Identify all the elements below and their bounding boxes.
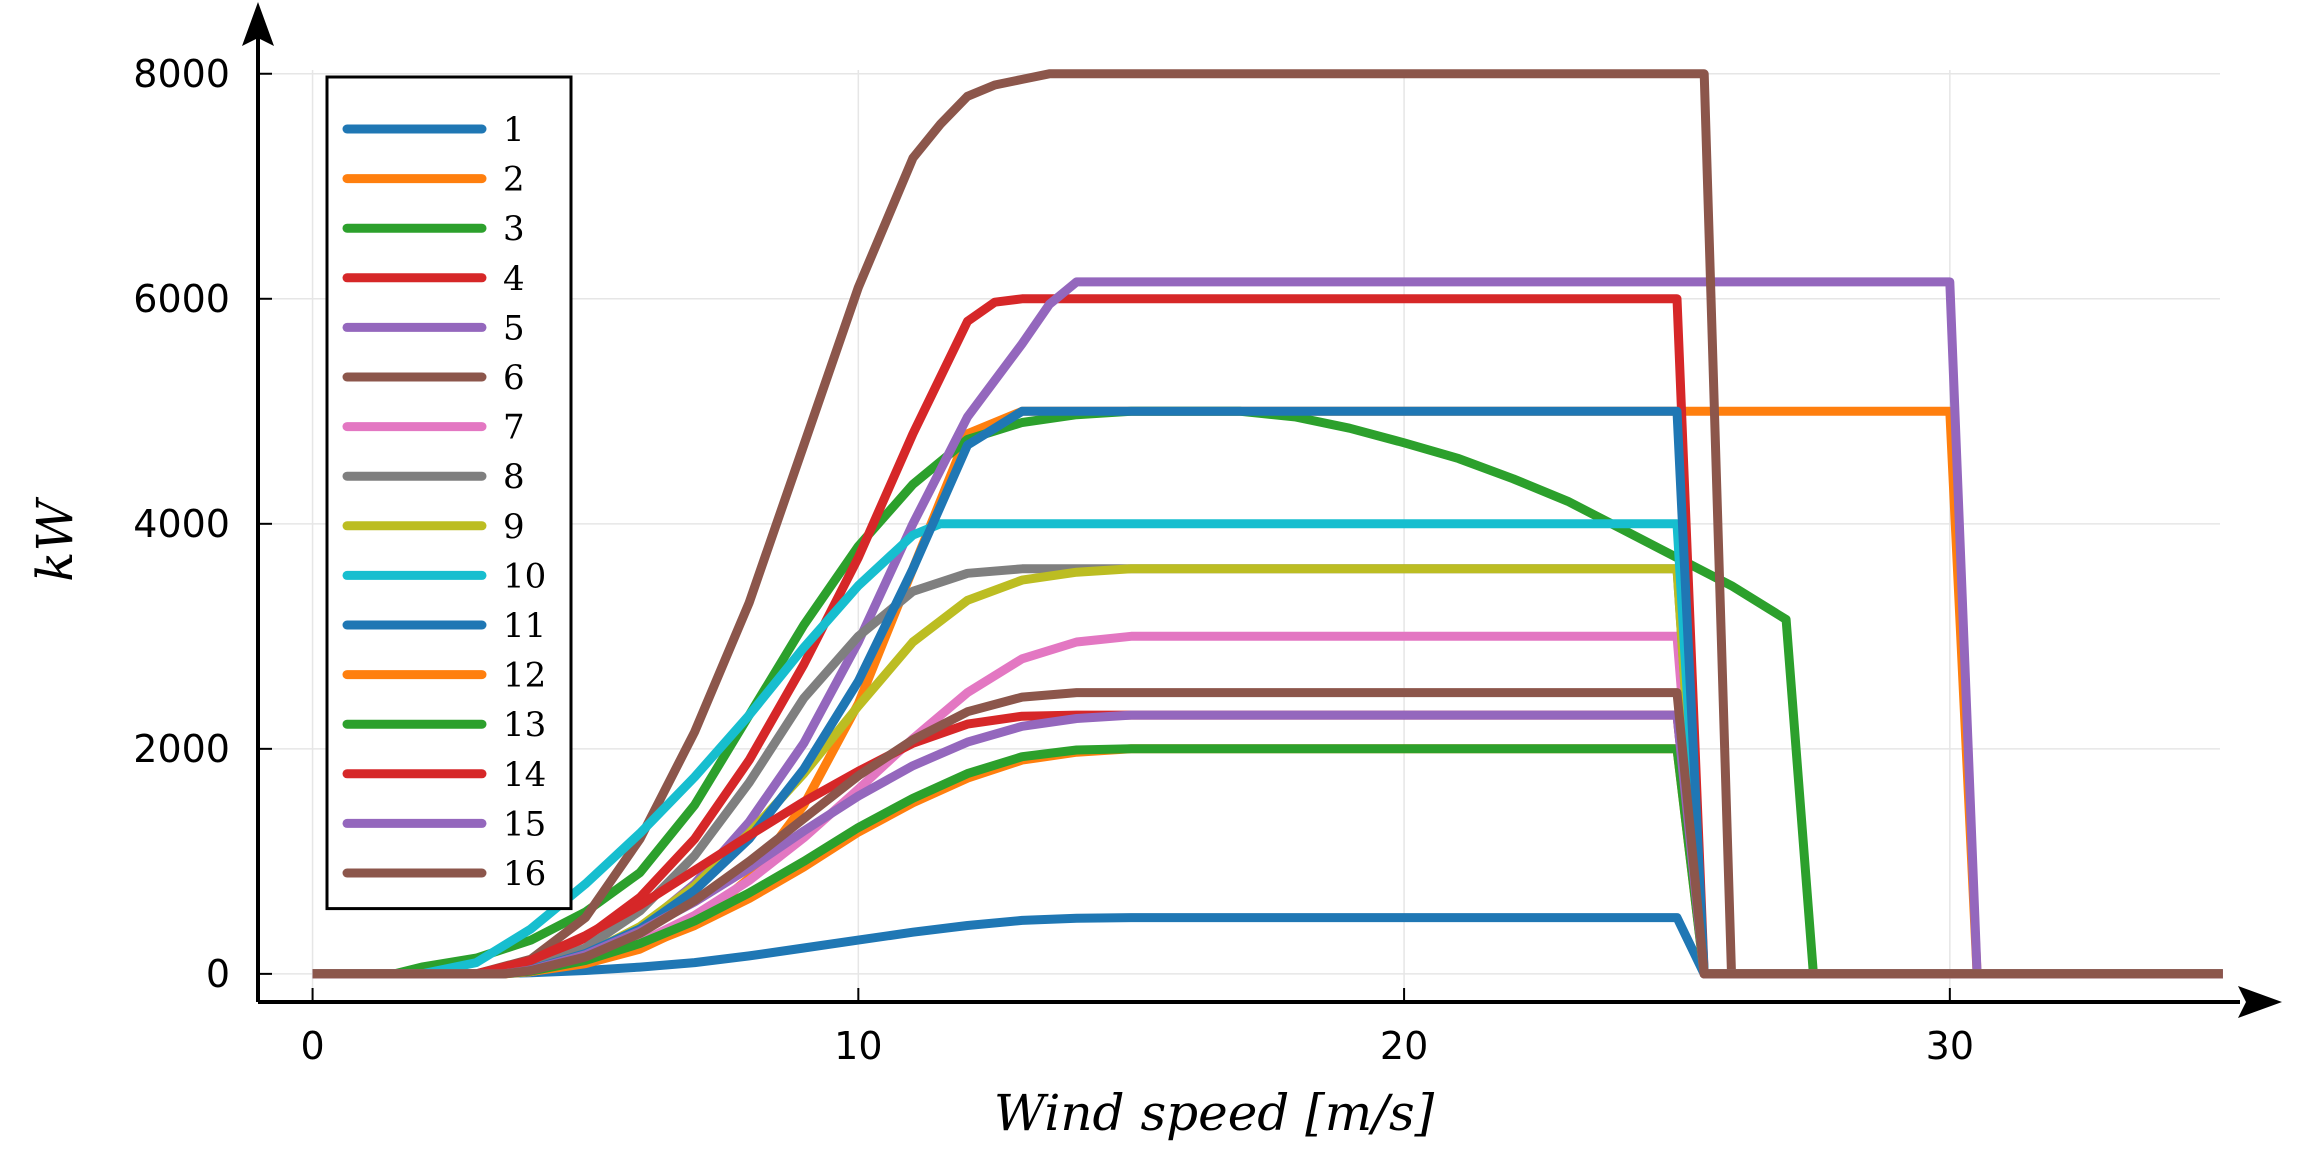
axes: 0 10 20 30 0 2000 4000 6000 8000 Wind speed [m/s]… [26, 2, 2282, 1142]
legend-label-16: 16 [503, 854, 546, 894]
legend-label-5: 5 [503, 308, 525, 348]
legend-label-1: 1 [503, 110, 525, 150]
x-tick-label: 20 [1380, 1024, 1428, 1068]
y-tick-label: 4000 [133, 502, 230, 546]
legend-label-3: 3 [503, 209, 525, 249]
x-tick-label: 30 [1926, 1024, 1974, 1068]
series-line-16 [312, 688, 2223, 979]
legend-label-2: 2 [503, 160, 525, 200]
series-line-1 [312, 913, 2223, 979]
legend-label-12: 12 [503, 656, 546, 696]
x-axis-arrow [2238, 986, 2282, 1018]
legend-label-11: 11 [503, 606, 546, 646]
x-tick-label: 0 [300, 1024, 324, 1068]
series-line-6 [312, 69, 2223, 979]
legend-label-4: 4 [503, 259, 525, 299]
legend-label-7: 7 [503, 408, 525, 448]
legend-label-14: 14 [503, 755, 546, 795]
y-tick-label: 2000 [133, 727, 230, 771]
legend-label-9: 9 [503, 507, 525, 547]
y-tick-label: 0 [206, 952, 230, 996]
x-tick-label: 10 [834, 1024, 882, 1068]
series-line-10 [312, 519, 2223, 979]
x-axis-title: Wind speed [m/s] [994, 1084, 1435, 1142]
y-axis-arrow [242, 2, 274, 46]
y-axis-title: kW [26, 497, 84, 582]
legend-label-8: 8 [503, 457, 525, 497]
y-tick-label: 8000 [133, 52, 230, 96]
legend-label-13: 13 [503, 705, 546, 745]
y-tick-label: 6000 [133, 277, 230, 321]
legend-label-15: 15 [503, 804, 546, 844]
legend-label-6: 6 [503, 358, 525, 398]
legend-label-10: 10 [503, 556, 546, 596]
series-layer [312, 69, 2223, 979]
